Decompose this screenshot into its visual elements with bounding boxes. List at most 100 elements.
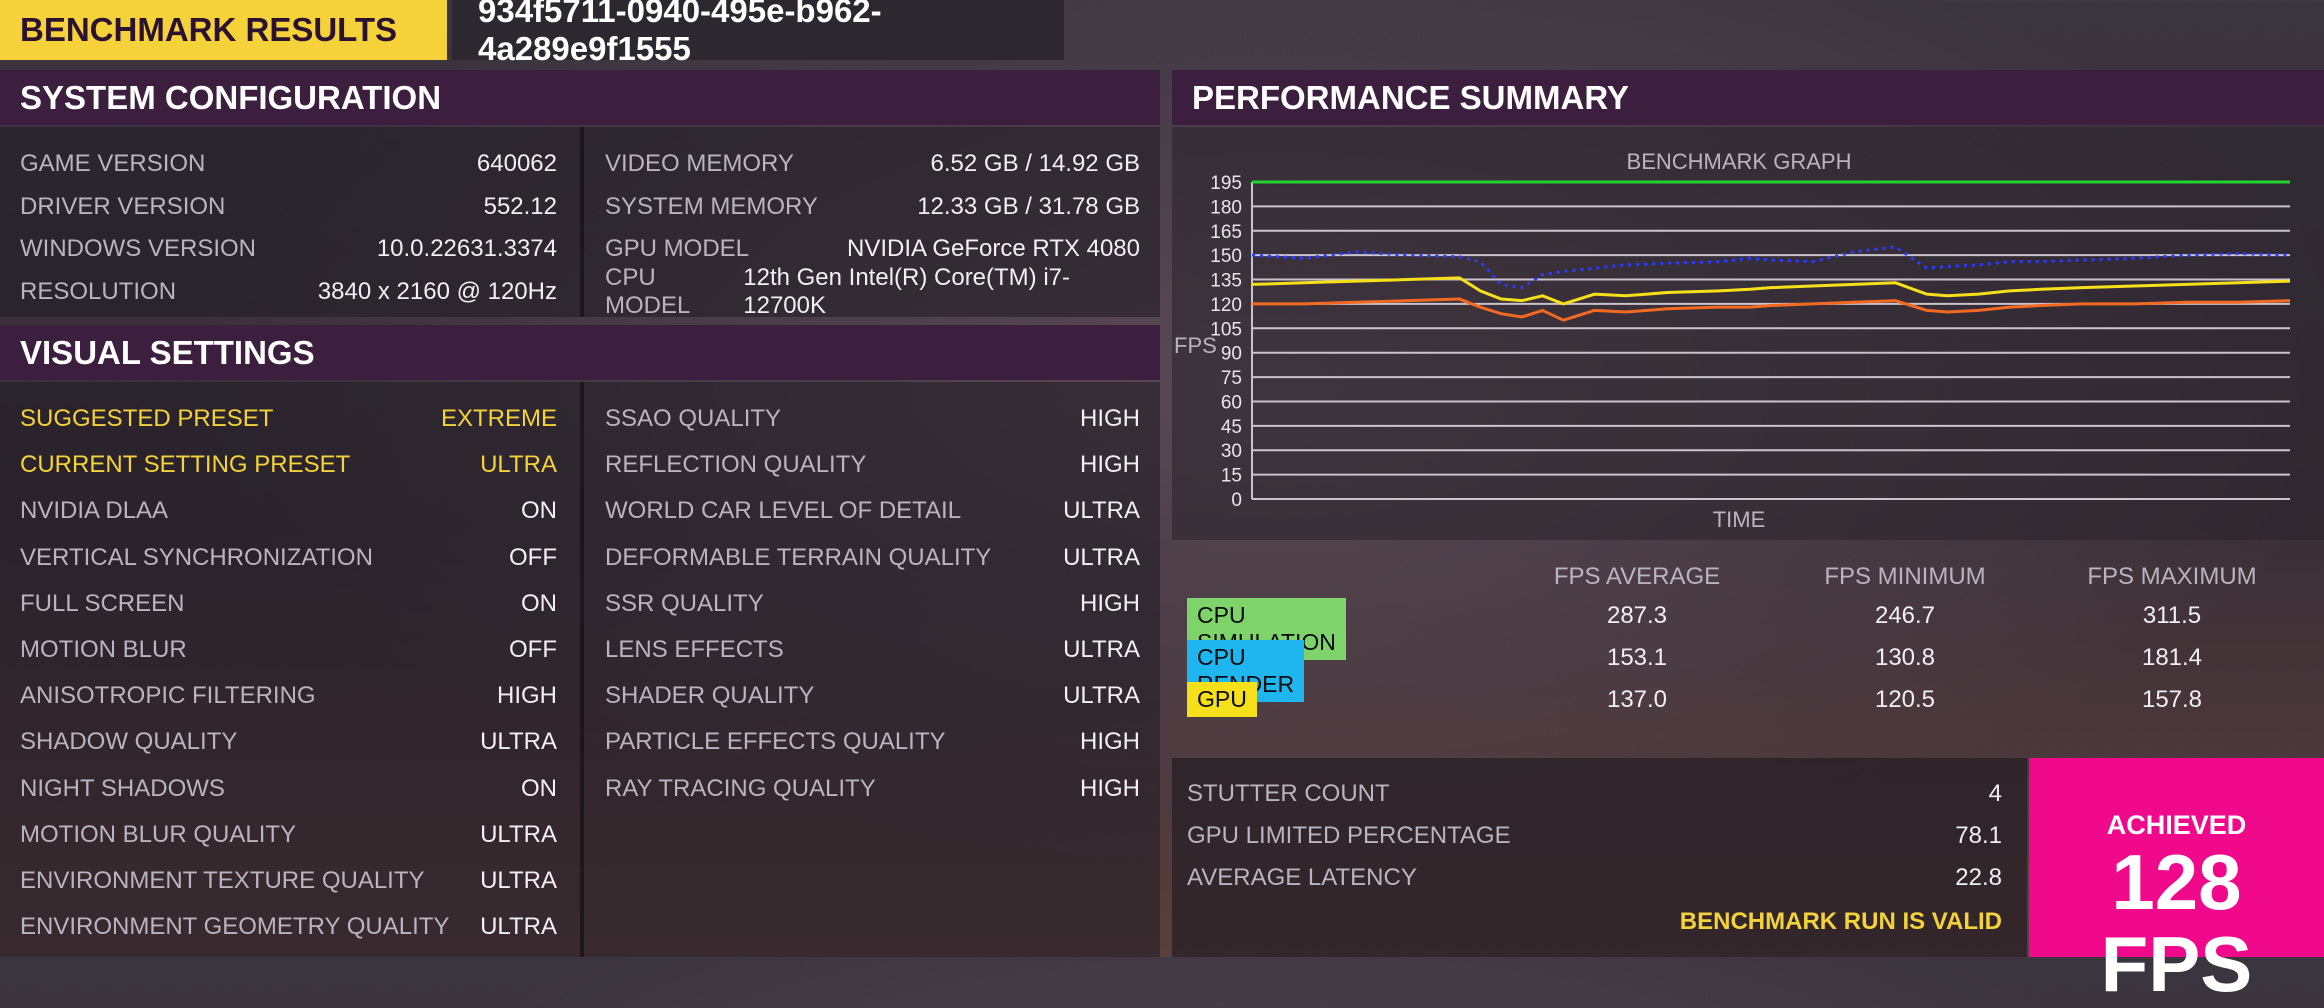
setting-value: 4 [1988, 780, 2002, 807]
setting-value: ON [521, 774, 557, 802]
setting-value: ULTRA [1063, 543, 1140, 571]
valid-status: BENCHMARK RUN IS VALID [1679, 908, 2002, 935]
setting-label: FULL SCREEN [20, 589, 185, 617]
setting-value: 552.12 [483, 192, 557, 220]
table-cell: 130.8 [1874, 644, 1936, 671]
table-header: FPS MAXIMUM [2087, 563, 2257, 590]
setting-value: 640062 [476, 150, 557, 177]
y-tick-label: 165 [1210, 222, 1242, 243]
achieved-fps: 128 FPS [2100, 838, 2253, 1008]
setting-label: GAME VERSION [20, 150, 206, 177]
setting-label: NIGHT SHADOWS [20, 774, 225, 802]
setting-row: CPU MODEL 12th Gen Intel(R) Core(TM) i7-1… [605, 264, 1140, 319]
setting-row: GAME VERSION 640062 [20, 143, 557, 185]
setting-row: NIGHT SHADOWS ON [20, 768, 557, 810]
chart-title: BENCHMARK GRAPH [1627, 149, 1852, 174]
setting-label: SHADER QUALITY [605, 682, 815, 710]
setting-row: ENVIRONMENT GEOMETRY QUALITY ULTRA [20, 906, 557, 948]
setting-value: OFF [509, 636, 557, 663]
setting-value: ULTRA [480, 913, 557, 941]
column-divider [580, 127, 584, 317]
setting-label: DRIVER VERSION [20, 192, 226, 220]
y-tick-label: 90 [1221, 344, 1242, 365]
setting-row: AVERAGE LATENCY 22.8 [1187, 857, 2002, 899]
setting-row: VERTICAL SYNCHRONIZATION OFF [20, 537, 557, 579]
benchmark-graph: BENCHMARK GRAPH TIME FPS 0 15 30 45 60 75 90 10… [1174, 149, 2291, 532]
setting-label: CURRENT SETTING PRESET [20, 451, 351, 479]
setting-row: WINDOWS VERSION 10.0.22631.3374 [20, 228, 557, 270]
series-line [1251, 245, 2291, 290]
table-cell: 137.0 [1606, 686, 1668, 713]
y-tick-label: 30 [1221, 441, 1242, 462]
setting-row: MOTION BLUR OFF [20, 629, 557, 671]
setting-value: 78.1 [1955, 822, 2002, 849]
stats-panel [1172, 758, 2027, 957]
setting-row: SHADOW QUALITY ULTRA [20, 721, 557, 763]
y-tick-label: 60 [1221, 392, 1242, 413]
setting-label: VERTICAL SYNCHRONIZATION [20, 543, 373, 571]
setting-label: WINDOWS VERSION [20, 235, 257, 262]
setting-value: ULTRA [1063, 497, 1140, 525]
setting-label: ANISOTROPIC FILTERING [20, 682, 316, 710]
setting-value: 22.8 [1955, 864, 2002, 891]
setting-row: DRIVER VERSION 552.12 [20, 186, 557, 228]
setting-row: REFLECTION QUALITY HIGH [605, 444, 1140, 486]
setting-value: ULTRA [1063, 636, 1140, 663]
setting-label: SYSTEM MEMORY [605, 192, 818, 220]
y-tick-label: 15 [1221, 466, 1242, 487]
setting-label: PARTICLE EFFECTS QUALITY [605, 728, 946, 756]
y-tick-label: 135 [1210, 271, 1242, 292]
y-tick-label: 195 [1210, 173, 1242, 194]
visual-settings-header: VISUAL SETTINGS [0, 325, 1160, 380]
setting-row: MOTION BLUR QUALITY ULTRA [20, 814, 557, 856]
setting-value: ULTRA [1063, 682, 1140, 710]
setting-row: SUGGESTED PRESET EXTREME [20, 398, 557, 440]
setting-label: MOTION BLUR [20, 636, 187, 663]
system-configuration-header: SYSTEM CONFIGURATION [0, 70, 1160, 125]
setting-label: SSAO QUALITY [605, 405, 782, 432]
setting-row: CURRENT SETTING PRESET ULTRA [20, 444, 557, 486]
y-tick-label: 0 [1231, 490, 1242, 511]
setting-row: VIDEO MEMORY 6.52 GB / 14.92 GB [605, 143, 1140, 185]
setting-value: HIGH [1080, 451, 1140, 479]
setting-label: AVERAGE LATENCY [1187, 864, 1417, 891]
y-tick-label: 150 [1210, 246, 1242, 267]
setting-label: REFLECTION QUALITY [605, 451, 867, 479]
setting-row: PARTICLE EFFECTS QUALITY HIGH [605, 721, 1140, 763]
setting-value: ULTRA [480, 451, 557, 479]
setting-row: SSAO QUALITY HIGH [605, 398, 1140, 440]
y-tick-label: 120 [1210, 295, 1242, 316]
setting-label: RESOLUTION [20, 277, 177, 305]
table-header: FPS AVERAGE [1553, 563, 1721, 590]
y-tick-label: 180 [1210, 197, 1242, 218]
setting-label: LENS EFFECTS [605, 636, 784, 663]
setting-label: STUTTER COUNT [1187, 780, 1390, 807]
setting-label: SHADOW QUALITY [20, 728, 238, 756]
setting-label: SSR QUALITY [605, 589, 764, 617]
setting-value: OFF [509, 543, 557, 571]
setting-value: HIGH [1080, 728, 1140, 756]
y-tick-label: 75 [1221, 368, 1242, 389]
setting-row: LENS EFFECTS ULTRA [605, 629, 1140, 671]
setting-value: ON [521, 497, 557, 525]
setting-value: HIGH [1080, 774, 1140, 802]
setting-label: GPU LIMITED PERCENTAGE [1187, 822, 1511, 849]
achieved-panel: ACHIEVED 128 FPS [2029, 758, 2324, 1005]
setting-row: GPU MODEL NVIDIA GeForce RTX 4080 [605, 228, 1140, 270]
column-divider [580, 382, 584, 957]
setting-label: WORLD CAR LEVEL OF DETAIL [605, 497, 962, 525]
setting-row: WORLD CAR LEVEL OF DETAIL ULTRA [605, 490, 1140, 532]
setting-label: ENVIRONMENT GEOMETRY QUALITY [20, 913, 450, 941]
setting-value: 12.33 GB / 31.78 GB [917, 192, 1140, 220]
page-title: BENCHMARK RESULTS [0, 0, 447, 60]
setting-row: NVIDIA DLAA ON [20, 490, 557, 532]
setting-value: NVIDIA GeForce RTX 4080 [846, 235, 1140, 262]
setting-row: SSR QUALITY HIGH [605, 583, 1140, 625]
table-cell: 120.5 [1874, 686, 1936, 713]
setting-row: SHADER QUALITY ULTRA [605, 675, 1140, 717]
setting-value: HIGH [497, 682, 557, 710]
setting-row: ENVIRONMENT TEXTURE QUALITY ULTRA [20, 860, 557, 902]
achieved-label: ACHIEVED [2106, 810, 2247, 840]
setting-label: MOTION BLUR QUALITY [20, 820, 297, 848]
run-id: 934f5711-0940-495e-b962-4a289e9f1555 [452, 0, 1064, 67]
